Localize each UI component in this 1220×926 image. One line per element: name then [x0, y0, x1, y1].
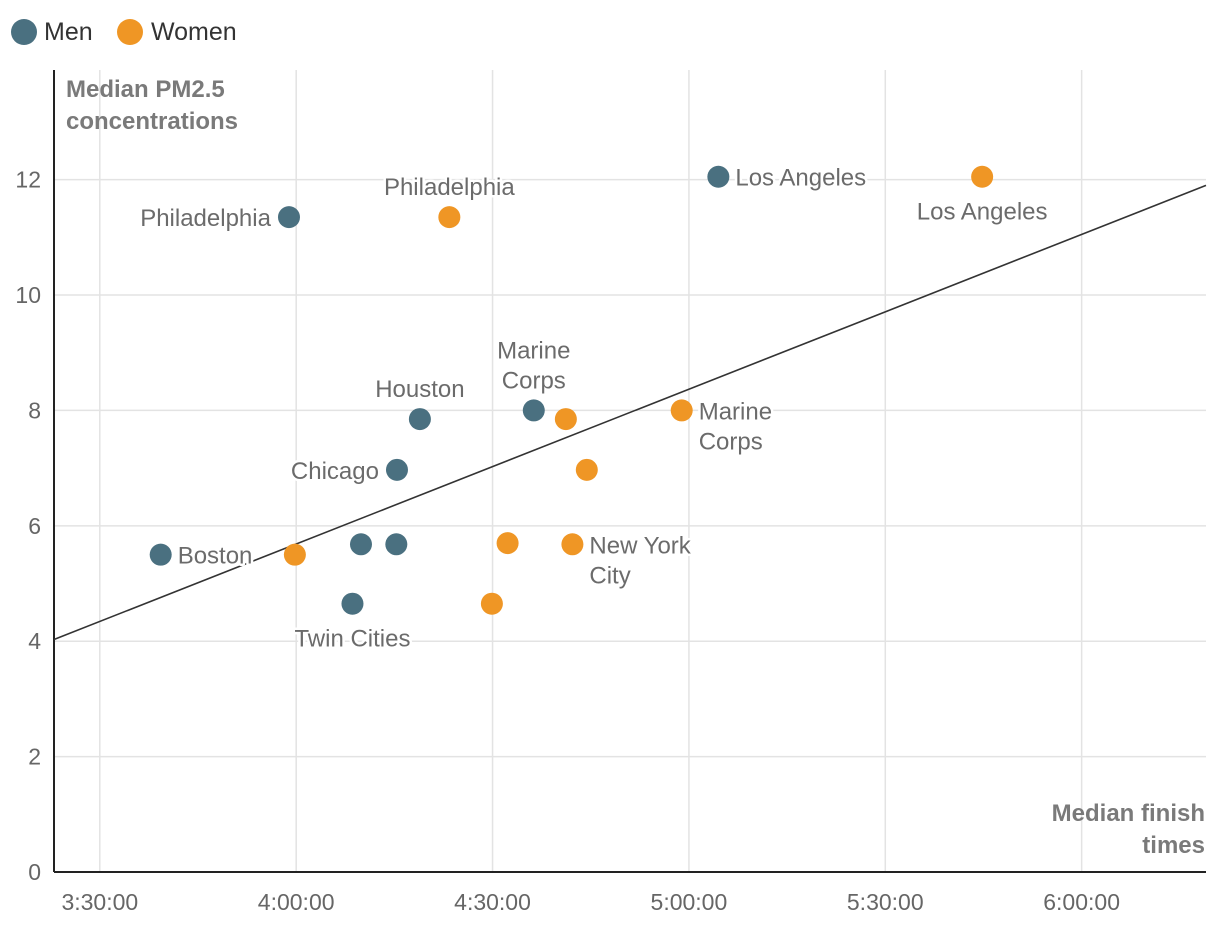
point-label-halo: New York: [589, 532, 691, 559]
data-point: [349, 533, 372, 556]
data-point: [283, 543, 306, 566]
data-point: [554, 408, 577, 431]
data-point: [496, 532, 519, 555]
legend-women-swatch: [117, 19, 143, 45]
point-label-halo: Marine: [699, 398, 772, 425]
x-axis-title-line-1: Median finish: [1052, 800, 1205, 827]
x-tick-label: 4:00:00: [258, 889, 335, 915]
data-point: [385, 458, 408, 481]
data-point: [575, 458, 598, 481]
point-label-halo: Marine: [497, 337, 570, 364]
point-labels: BostonBostonPhiladelphiaPhiladelphiaHous…: [138, 162, 1050, 655]
point-label: Philadelphia: [140, 205, 271, 232]
y-axis-title-line-1: Median PM2.5: [66, 76, 225, 103]
tick-labels: 0 2 4 6 8 10 12 3:30:00 4:00:00 4:30:00 5:00:00 5:3…: [15, 167, 1120, 915]
y-tick-label: 6: [28, 513, 41, 539]
y-tick-label: 0: [28, 859, 41, 885]
legend: Men Women: [11, 18, 237, 46]
y-axis-title-line-2: concentrations: [66, 108, 238, 135]
x-axis-title: Median finish times: [1052, 800, 1205, 859]
y-tick-label: 4: [28, 628, 41, 654]
point-label: Corps: [699, 428, 763, 455]
data-point: [408, 408, 431, 431]
data-points: [149, 165, 994, 615]
point-label: New York: [589, 532, 691, 559]
gridlines: [54, 70, 1206, 872]
x-tick-label: 6:00:00: [1043, 889, 1120, 915]
y-tick-label: 10: [15, 282, 41, 308]
point-label: Los Angeles: [735, 165, 866, 192]
trend-line-group: [53, 184, 1207, 641]
data-point: [480, 592, 503, 615]
point-label: Boston: [178, 543, 253, 570]
point-label: Los Angeles: [917, 199, 1048, 226]
point-label: Twin Cities: [294, 626, 410, 653]
point-label: Marine: [699, 398, 772, 425]
point-label-halo: Philadelphia: [384, 174, 515, 201]
data-point: [522, 399, 545, 422]
data-point: [561, 533, 584, 556]
point-label-halo: Boston: [178, 543, 253, 570]
point-label-halo: Chicago: [291, 458, 379, 485]
x-tick-label: 4:30:00: [454, 889, 531, 915]
point-label-halo: City: [589, 562, 630, 589]
point-label: Philadelphia: [384, 174, 515, 201]
legend-men-swatch: [11, 19, 37, 45]
data-point: [438, 206, 461, 229]
point-label: Chicago: [291, 458, 379, 485]
y-tick-label: 2: [28, 744, 41, 770]
point-label-halo: Corps: [502, 367, 566, 394]
axes: [53, 70, 1206, 873]
x-tick-label: 3:30:00: [61, 889, 138, 915]
point-label: Houston: [375, 376, 464, 403]
point-label-halo: Houston: [375, 376, 464, 403]
data-point: [149, 543, 172, 566]
point-label-halo: Los Angeles: [917, 199, 1048, 226]
data-point: [971, 165, 994, 188]
point-label: City: [589, 562, 630, 589]
point-label-halo: Los Angeles: [735, 165, 866, 192]
point-label: Marine: [497, 337, 570, 364]
legend-men-label: Men: [44, 18, 93, 46]
data-point: [707, 165, 730, 188]
data-point: [277, 206, 300, 229]
x-tick-label: 5:30:00: [847, 889, 924, 915]
x-axis-title-line-2: times: [1142, 832, 1205, 859]
y-tick-label: 8: [28, 397, 41, 423]
point-label-halo: Corps: [699, 428, 763, 455]
point-label-halo: Philadelphia: [140, 205, 271, 232]
legend-women-label: Women: [151, 18, 237, 46]
point-label: Corps: [502, 367, 566, 394]
point-label-halo: Twin Cities: [294, 626, 410, 653]
trend-line: [53, 184, 1207, 641]
y-tick-label: 12: [15, 167, 41, 193]
data-point: [385, 533, 408, 556]
y-axis-title: Median PM2.5 concentrations: [66, 76, 238, 135]
x-tick-label: 5:00:00: [651, 889, 728, 915]
data-point: [341, 592, 364, 615]
data-point: [670, 399, 693, 422]
